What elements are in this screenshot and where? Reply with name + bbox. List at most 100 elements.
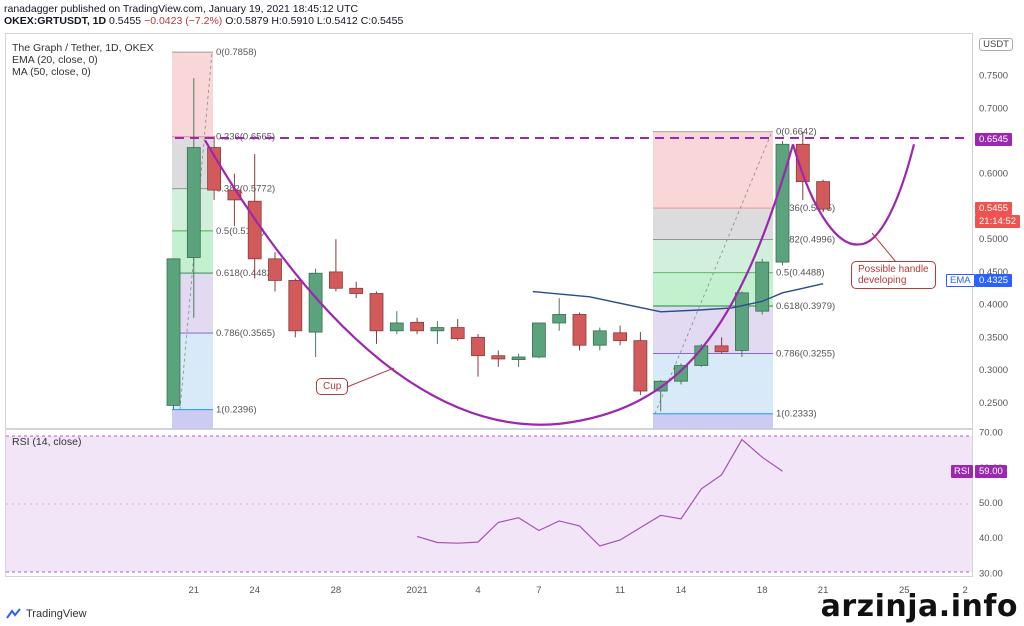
rsi-legend: RSI (14, close): [12, 436, 82, 448]
countdown-tag: 21:14:52: [975, 215, 1020, 228]
fib-zone: [172, 409, 213, 429]
symbol: OKEX:GRTUSDT, 1D: [4, 15, 107, 27]
fib-level-label: 0.236(0.5475): [776, 203, 835, 214]
price-tick-label: 0.5000: [979, 234, 1008, 245]
publisher-line: ranadagger published on TradingView.com,…: [4, 3, 359, 15]
time-tick-label: 11: [615, 585, 625, 596]
price-tick-label: 0.7500: [979, 71, 1008, 82]
fib-level-label: 0.786(0.3255): [776, 348, 835, 359]
rsi-line: [416, 438, 783, 547]
time-tick-label: 24: [249, 585, 260, 596]
candle-body: [674, 365, 688, 382]
high-value: H:0.5910: [271, 15, 314, 27]
candle-body: [207, 147, 222, 191]
rsi-tick-label: 40.00: [979, 533, 1003, 544]
chart-legend: The Graph / Tether, 1D, OKEX EMA (20, cl…: [12, 42, 154, 78]
time-tick-label: 7: [536, 585, 541, 596]
fib-level-label: 0.382(0.4996): [776, 234, 835, 245]
cup-callout: Cup: [316, 378, 349, 395]
price-change: −0.0423 (−7.2%): [144, 15, 223, 27]
handle-callout-line2: developing: [858, 275, 907, 286]
candle-body: [816, 181, 830, 210]
close-value: C:0.5455: [360, 15, 404, 27]
watermark: arzinja.info: [820, 589, 1018, 624]
ema-line: [532, 283, 824, 313]
candle-body: [471, 336, 485, 357]
handle-callout-line1: Possible handle: [858, 264, 929, 275]
open-value: O:0.5879: [225, 15, 269, 27]
low-value: L:0.5412: [316, 15, 358, 27]
rsi-tick-label: 50.00: [979, 498, 1003, 509]
candle-body: [613, 332, 627, 342]
last-price: 0.5455: [109, 15, 142, 27]
fib-level-label: 0(0.7858): [216, 47, 257, 58]
time-tick-label: 21: [189, 585, 200, 596]
price-tick-label: 0.2500: [979, 398, 1008, 409]
tradingview-brand: TradingView: [26, 608, 87, 620]
fib-zone: [653, 239, 773, 273]
legend-title: The Graph / Tether, 1D, OKEX: [12, 42, 154, 54]
ema-label-tag: EMA: [946, 274, 975, 287]
candle-body: [166, 258, 181, 406]
candle-body: [592, 330, 607, 346]
candle-body: [247, 200, 262, 260]
candle-body: [410, 321, 425, 332]
cup-callout-pointer: [346, 367, 395, 388]
price-tick-label: 0.3000: [979, 365, 1008, 376]
rsi-tick-label: 30.00: [979, 568, 1003, 579]
time-tick-label: 28: [331, 585, 342, 596]
price-tick-label: 0.3500: [979, 332, 1008, 343]
candle-body: [491, 355, 506, 360]
handle-curve: [791, 143, 916, 246]
time-tick-label: 14: [676, 585, 687, 596]
candle-body: [308, 272, 323, 333]
candle-body: [369, 293, 384, 332]
time-tick-label: 2021: [407, 585, 428, 596]
price-tick-label: 0.4500: [979, 267, 1008, 278]
time-tick-label: 18: [757, 585, 768, 596]
last-price-tag: 0.5455: [975, 202, 1013, 215]
cup-curve: [204, 139, 795, 426]
price-axis: 0.75000.70000.65000.60000.55000.50000.45…: [979, 71, 1008, 409]
candle-body: [714, 345, 729, 353]
rsi-pane[interactable]: [5, 429, 973, 577]
candle-body: [450, 327, 465, 340]
tradingview-icon: [6, 608, 21, 619]
candle-body: [552, 314, 567, 324]
price-pane[interactable]: [5, 33, 973, 429]
candle-body: [349, 287, 364, 294]
currency-button[interactable]: USDT: [979, 38, 1013, 51]
fib-zone: [653, 131, 773, 209]
candle-body: [532, 322, 546, 358]
quote-line: OKEX:GRTUSDT, 1D 0.5455 −0.0423 (−7.2%) …: [4, 15, 403, 27]
rsi-value-tag: 59.00: [975, 465, 1007, 478]
candle-body: [633, 340, 648, 392]
fib-retracement-right: 0(0.6642) 0.236(0.5475) 0.382(0.4996) 0.5(0…: [653, 127, 835, 429]
candle-body: [775, 143, 790, 263]
time-axis: 21 24 28 2021 4 7 11 14 18 21 25 2: [189, 585, 968, 596]
fib-zone: [653, 208, 773, 240]
fib-zone: [653, 413, 773, 429]
time-tick-label: 2: [963, 585, 968, 596]
time-tick-label: 25: [899, 585, 910, 596]
price-tick-label: 0.4000: [979, 300, 1008, 311]
fib-level-label: 0.786(0.3565): [216, 328, 275, 339]
candle-body: [735, 292, 749, 351]
candles: [166, 78, 830, 412]
candle-body: [511, 356, 526, 361]
handle-callout-pointer: [871, 232, 897, 263]
time-tick-label: 21: [818, 585, 829, 596]
fib-level-label: 0.618(0.4482): [216, 268, 275, 279]
time-tick-label: 4: [475, 585, 480, 596]
fib-zone: [653, 306, 773, 354]
tradingview-logo[interactable]: TradingView: [6, 608, 87, 620]
fib-level-label: 0.618(0.3979): [776, 301, 835, 312]
fib-level-label: 1(0.2333): [776, 409, 817, 420]
rsi-tick-label: 70.00: [979, 428, 1003, 439]
fib-level-label: 0.382(0.5772): [216, 184, 275, 195]
fib-zone: [653, 353, 773, 414]
fib-level-label: 0.5(0.4488): [776, 268, 825, 279]
candle-body: [268, 258, 282, 281]
price-tick-label: 0.6000: [979, 169, 1008, 180]
